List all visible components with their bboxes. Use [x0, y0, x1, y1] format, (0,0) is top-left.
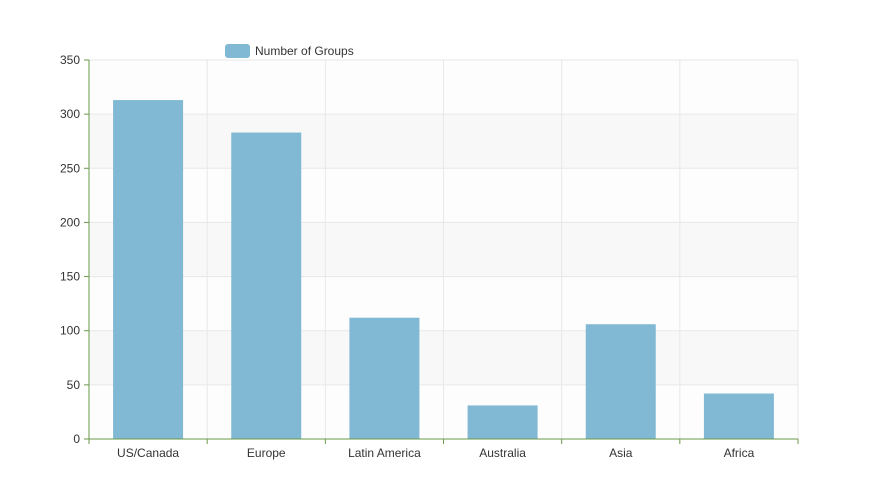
y-tick-label: 100 [60, 324, 80, 338]
bar-series [113, 100, 774, 440]
bar[interactable] [349, 317, 420, 439]
x-tick-label: Europe [247, 446, 286, 460]
x-tick-label: US/Canada [117, 446, 179, 460]
x-axis-ticks: US/Canada Europe Latin America Australia Asi… [88, 439, 799, 460]
y-tick-label: 200 [60, 215, 80, 229]
x-tick-label: Latin America [348, 446, 421, 460]
x-tick-label: Asia [609, 446, 633, 460]
bar[interactable] [585, 324, 656, 439]
y-tick-label: 50 [67, 378, 81, 392]
legend-label[interactable]: Number of Groups [255, 44, 354, 58]
bar[interactable] [113, 100, 184, 440]
legend-swatch[interactable] [225, 44, 250, 58]
x-tick-label: Australia [479, 446, 526, 460]
legend[interactable]: Number of Groups [225, 44, 354, 58]
y-tick-label: 150 [60, 270, 80, 284]
y-tick-label: 350 [60, 53, 80, 67]
y-tick-label: 250 [60, 161, 80, 175]
y-tick-label: 0 [73, 432, 80, 446]
x-tick-label: Africa [724, 446, 755, 460]
bar[interactable] [231, 132, 302, 439]
y-tick-label: 300 [60, 107, 80, 121]
bar[interactable] [703, 393, 774, 439]
y-axis-ticks: 0 50 100 150 200 250 300 350 [60, 53, 89, 446]
bar[interactable] [467, 405, 538, 439]
